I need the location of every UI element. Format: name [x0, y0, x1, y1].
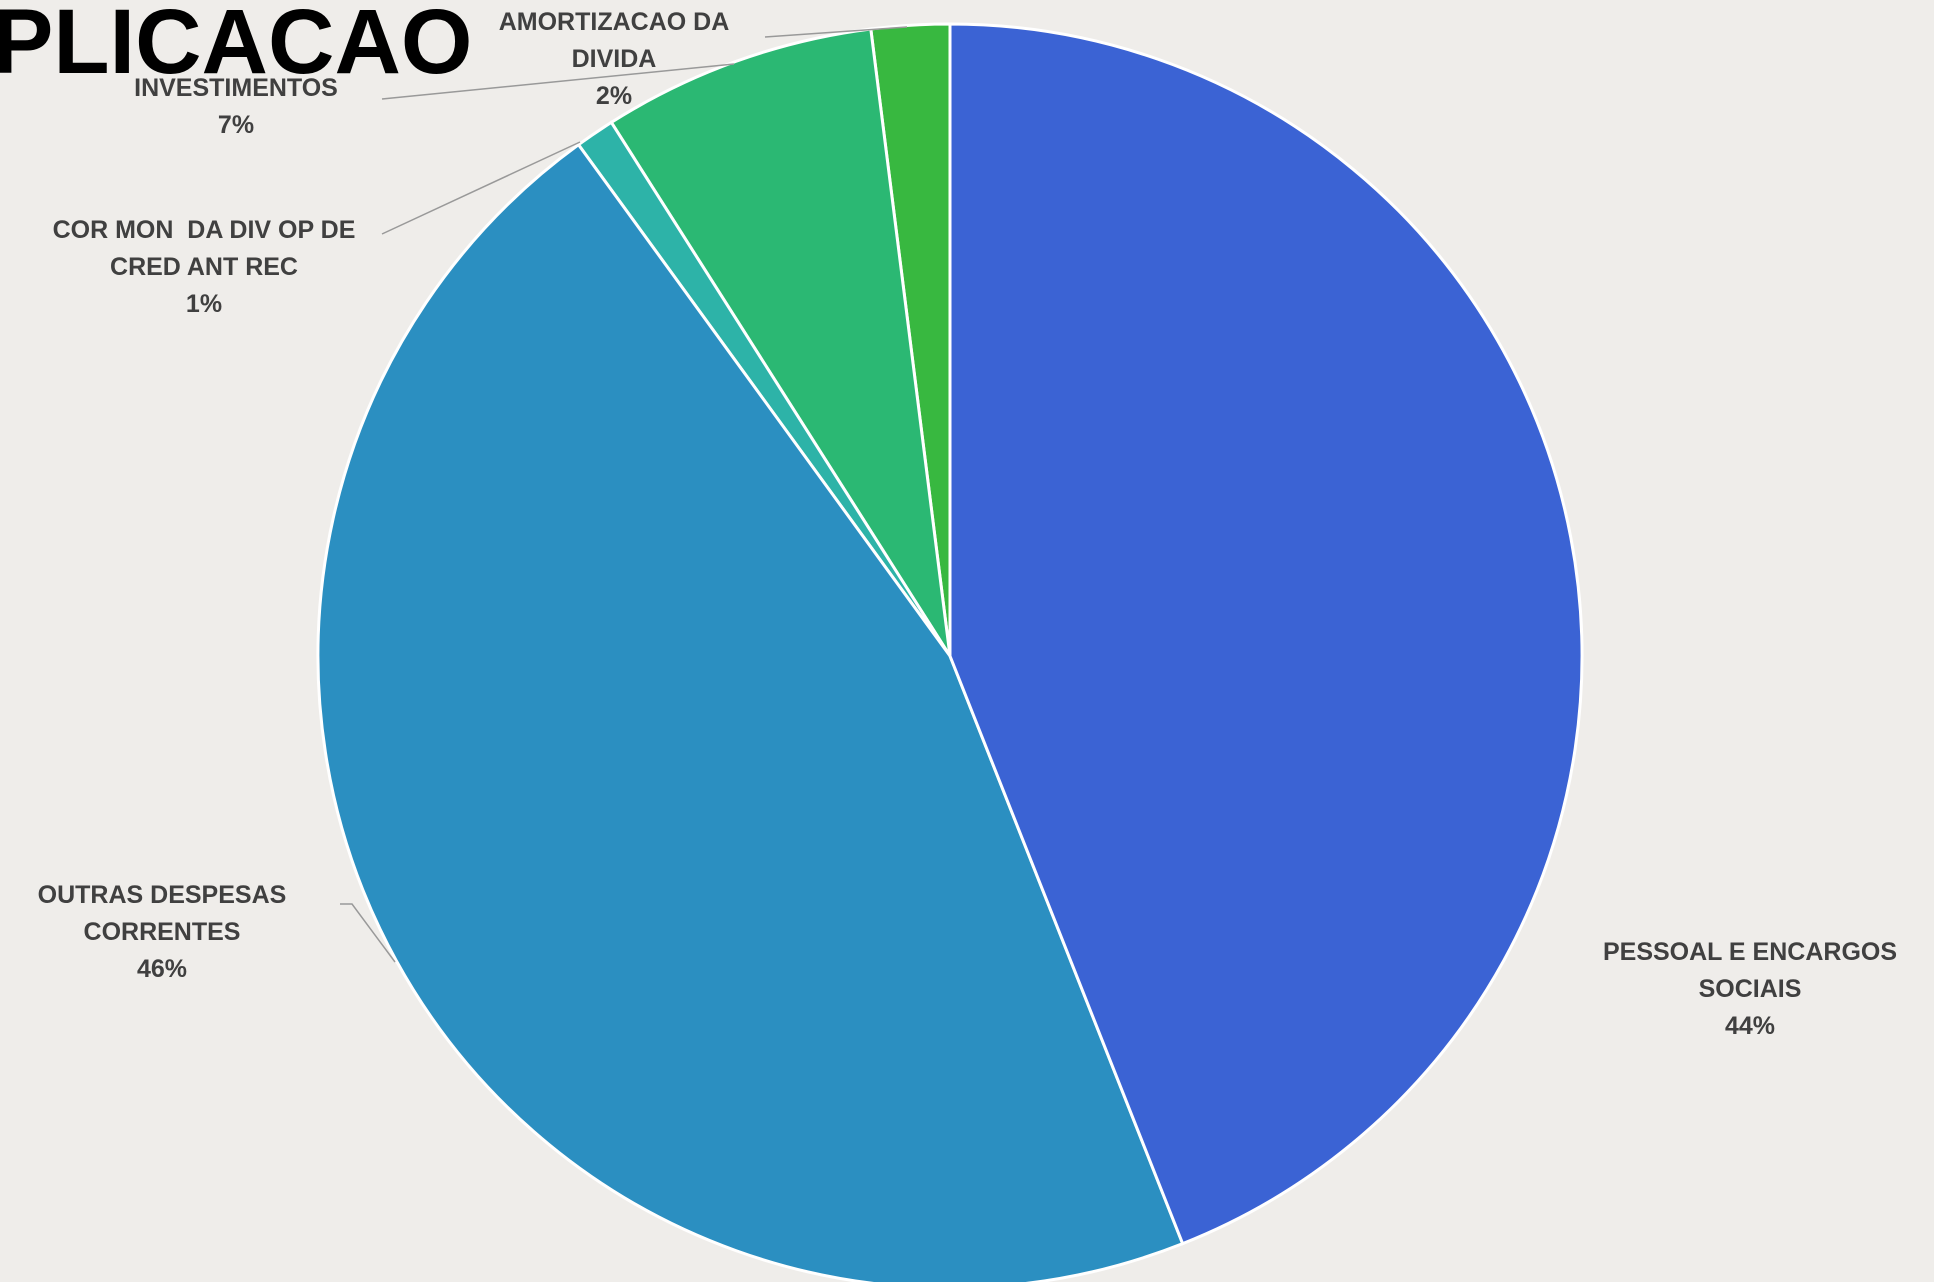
data-label: AMORTIZACAO DA DIVIDA 2% — [464, 4, 764, 115]
pie-slice — [609, 27, 952, 657]
leader-line — [764, 26, 908, 38]
value-label: 44% — [1724, 1012, 1776, 1040]
category-label: OUTRAS DESPESAS CORRENTES — [37, 881, 294, 946]
value-label: 46% — [136, 955, 188, 983]
leader-line — [381, 63, 735, 100]
leader-lines — [340, 26, 908, 963]
chart-title: PLICACAO — [0, 0, 473, 93]
category-label: PESSOAL E ENCARGOS SOCIAIS — [1602, 938, 1904, 1003]
category-label: INVESTIMENTOS — [134, 74, 338, 102]
value-label: 7% — [217, 111, 255, 139]
data-label: PESSOAL E ENCARGOS SOCIAIS 44% — [1580, 934, 1920, 1045]
category-label: COR MON DA DIV OP DE CRED ANT REC — [52, 216, 363, 281]
data-label: COR MON DA DIV OP DE CRED ANT REC 1% — [32, 212, 377, 323]
leader-line — [381, 141, 581, 235]
data-label: INVESTIMENTOS 7% — [86, 70, 386, 144]
value-label: 1% — [185, 290, 223, 318]
pie-slice — [948, 22, 1584, 1246]
leader-line — [340, 903, 396, 963]
data-label: OUTRAS DESPESAS CORRENTES 46% — [0, 877, 327, 988]
pie-slice — [316, 142, 1185, 1282]
category-label: AMORTIZACAO DA DIVIDA — [498, 8, 737, 73]
value-label: 2% — [595, 82, 633, 110]
